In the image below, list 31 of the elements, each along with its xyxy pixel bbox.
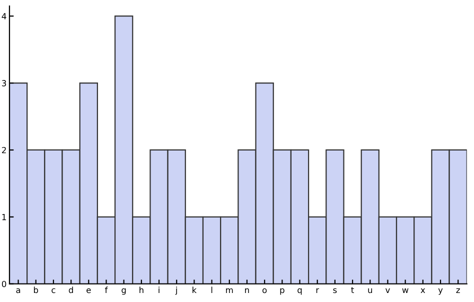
- x-tick-label: h: [140, 286, 144, 293]
- x-tick-label: c: [52, 288, 56, 294]
- y-tick-label: 1: [2, 214, 6, 220]
- x-tick-label: t: [351, 287, 354, 293]
- x-tick-label: l: [211, 286, 212, 293]
- x-tick-label: v: [386, 288, 390, 293]
- x-tick-label: j: [175, 286, 177, 295]
- x-tick-label: k: [192, 286, 197, 293]
- x-tick-label: a: [16, 288, 20, 294]
- x-tick-label: s: [333, 288, 337, 294]
- x-tick-label: q: [298, 288, 302, 295]
- x-tick-label: r: [316, 288, 320, 293]
- x-tick-label: z: [456, 288, 460, 293]
- x-tick-label: e: [86, 288, 91, 294]
- x-tick-label: x: [420, 288, 426, 293]
- x-tick-label: u: [368, 288, 372, 294]
- x-tick-label: o: [262, 288, 267, 294]
- x-tick-label: w: [402, 288, 408, 293]
- x-tick-label: d: [68, 286, 73, 294]
- x-tick-label: y: [438, 288, 443, 295]
- x-tick-label: p: [280, 288, 284, 295]
- x-tick-label: f: [104, 286, 108, 293]
- y-tick-label: 4: [2, 13, 6, 20]
- x-tick-label: b: [34, 286, 38, 294]
- x-tick-label: n: [245, 288, 249, 293]
- y-tick-label: 0: [2, 280, 6, 288]
- x-tick-label: i: [158, 286, 160, 293]
- y-tick-label: 2: [2, 146, 6, 154]
- y-tick-label: 3: [2, 80, 6, 86]
- x-tick-label: m: [226, 288, 233, 293]
- x-tick-label: g: [122, 288, 126, 295]
